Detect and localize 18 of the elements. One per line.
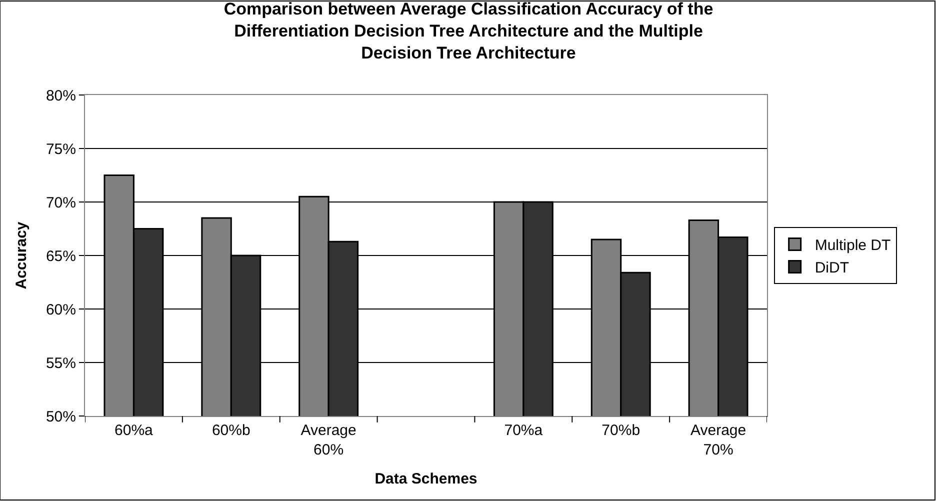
y-tick-label: 80% xyxy=(46,87,76,104)
y-tick-label: 60% xyxy=(46,301,76,318)
y-tick-label: 65% xyxy=(46,248,76,265)
x-tick-label: Average 70% xyxy=(690,422,746,458)
x-axis-title: Data Schemes xyxy=(374,470,478,488)
y-axis-title: Accuracy xyxy=(13,221,30,290)
x-tick-label: Average 60% xyxy=(300,422,356,458)
y-tick-label: 50% xyxy=(46,408,76,426)
y-tick-label: 75% xyxy=(46,140,76,158)
x-tick-label: 60%b xyxy=(212,422,250,439)
legend-label: Multiple DT xyxy=(814,237,891,254)
chart-title: Comparison between Average Classification Accuracy of the Differentiation Decision Tree Architecture and the Multiple Decision Tree Architecture xyxy=(224,0,714,62)
y-tick-label: 70% xyxy=(46,194,76,212)
x-tick-label: 60%a xyxy=(114,422,154,439)
y-tick-label: 55% xyxy=(46,354,76,372)
x-tick-label: 70%b xyxy=(602,422,640,439)
legend-label: DiDT xyxy=(814,260,849,277)
x-tick-label: 70%a xyxy=(504,422,544,439)
